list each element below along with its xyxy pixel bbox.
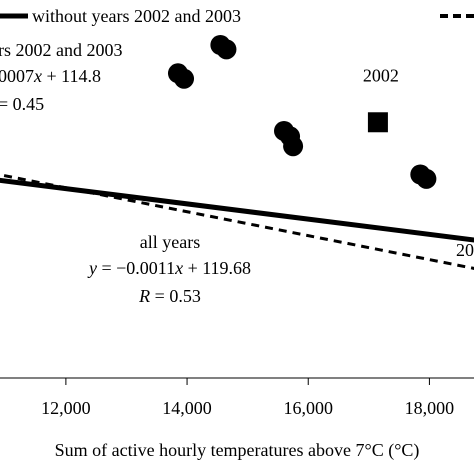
annotation-r-partial: = 0.45 bbox=[0, 94, 44, 114]
annotation-equation-partial: 0007x + 114.8 bbox=[0, 66, 101, 86]
annotation-all-years-title: all years bbox=[140, 232, 200, 252]
annotations: rs 2002 and 2003 0007x + 114.8 = 0.45 al… bbox=[0, 40, 474, 306]
legend-entry-without-2002-2003: without years 2002 and 2003 bbox=[32, 6, 241, 26]
x-tick-label: 14,000 bbox=[162, 398, 212, 418]
x-tick-label: 18,000 bbox=[405, 398, 455, 418]
x-axis-label: Sum of active hourly temperatures above … bbox=[55, 440, 420, 461]
point-label-2003-partial: 20 bbox=[456, 240, 474, 260]
data-point-circle bbox=[416, 168, 437, 189]
data-point-circle bbox=[174, 68, 195, 89]
x-axis: 12,000 14,000 16,000 18,000 bbox=[0, 377, 474, 418]
annotation-equation-partial-x: x bbox=[33, 66, 42, 86]
data-point-circle bbox=[283, 136, 304, 157]
annotation-all-years-equation: y = −0.0011x + 119.68 bbox=[87, 258, 251, 278]
annotation-equation-partial-prefix: 0007 bbox=[0, 66, 34, 86]
data-point-circle bbox=[216, 39, 237, 60]
plot-area bbox=[0, 35, 474, 270]
x-tick-label: 16,000 bbox=[283, 398, 333, 418]
point-label-2002: 2002 bbox=[363, 65, 399, 85]
x-tick-label: 12,000 bbox=[41, 398, 91, 418]
annotation-all-years-r: R = 0.53 bbox=[138, 286, 201, 306]
trendline-dashed bbox=[0, 173, 474, 270]
trendline-solid bbox=[0, 177, 474, 243]
annotation-years-2002-2003: rs 2002 and 2003 bbox=[0, 40, 123, 60]
data-point-square bbox=[367, 112, 388, 133]
annotation-equation-partial-suffix: + 114.8 bbox=[42, 66, 101, 86]
legend: without years 2002 and 2003 bbox=[0, 6, 474, 26]
